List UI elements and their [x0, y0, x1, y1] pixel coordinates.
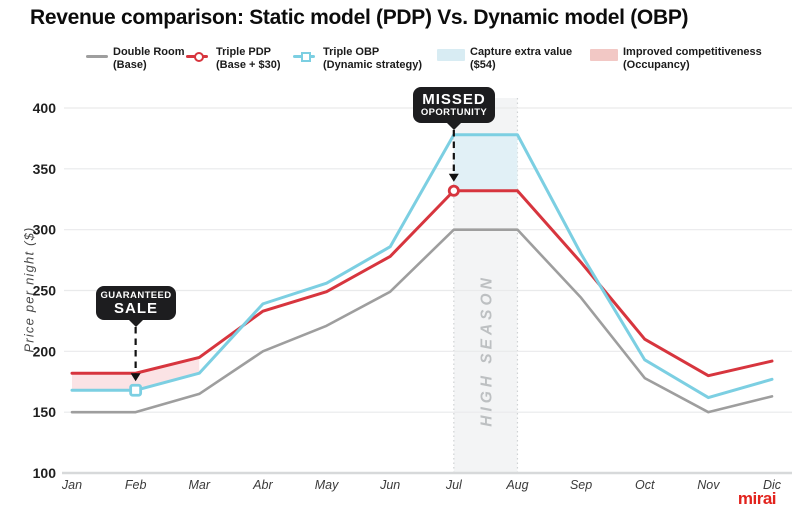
- y-tick-label: 150: [33, 404, 57, 420]
- x-tick-label: Jun: [379, 478, 400, 492]
- square-marker-icon: [301, 51, 311, 62]
- legend-item-triple-obp: Triple OBP (Dynamic strategy): [293, 46, 422, 71]
- x-tick-label: Jan: [61, 478, 82, 492]
- legend-label: Improved competitiveness: [623, 46, 762, 58]
- annotation-text: MISSED: [422, 91, 486, 108]
- annotation-text: SALE: [113, 300, 158, 317]
- x-tick-label: Mar: [189, 478, 211, 492]
- legend-item-double-room: Double Room (Base): [86, 46, 185, 71]
- capture-extra-value-swatch: [437, 49, 465, 61]
- x-tick-label: May: [315, 478, 339, 492]
- x-tick-label: Sep: [570, 478, 592, 492]
- legend-sublabel: (Base): [113, 58, 147, 71]
- legend-label: Triple PDP: [216, 46, 272, 58]
- legend-item-improved-competitiveness: Improved competitiveness (Occupancy): [590, 46, 762, 71]
- annotation-arrowhead-icon: [130, 373, 141, 382]
- series-line-double-room-base: [70, 228, 774, 414]
- legend-sublabel: (Base + $30): [216, 58, 281, 71]
- annotation-text: GUARANTEED: [100, 290, 172, 301]
- y-tick-label: 350: [33, 161, 57, 177]
- circle-marker-icon: [194, 51, 204, 62]
- capture-extra-value-area: [453, 134, 518, 191]
- legend: Double Room (Base) Triple PDP (Base + $3…: [0, 46, 800, 80]
- double-room-line-swatch: [86, 55, 108, 58]
- y-tick-label: 300: [33, 222, 57, 238]
- marker-square-triple-obp-dynamic-strategy: [129, 383, 143, 397]
- legend-label: Triple OBP: [323, 46, 380, 58]
- legend-label: Capture extra value: [470, 46, 573, 58]
- y-tick-label: 100: [33, 465, 57, 481]
- x-tick-label: Dic: [763, 478, 782, 492]
- y-tick-label: 200: [33, 343, 57, 359]
- annotation-guaranteed-sale: GUARANTEED SALE: [96, 286, 176, 327]
- x-tick-label: Jul: [445, 478, 463, 492]
- mirai-logo: mirai: [737, 489, 777, 508]
- annotation-text: OPORTUNITY: [420, 107, 488, 118]
- legend-sublabel: (Occupancy): [623, 58, 690, 71]
- marker-circle-triple-pdp-base-30: [447, 184, 460, 197]
- legend-item-triple-pdp: Triple PDP (Base + $30): [186, 46, 281, 71]
- high-season-label: HIGH SEASON: [479, 274, 496, 427]
- x-tick-label: Abr: [252, 478, 273, 492]
- series-line-triple-pdp-base-30: [70, 189, 774, 378]
- x-tick-label: Oct: [635, 478, 655, 492]
- annotation-missed-oportunity: MISSED OPORTUNITY: [413, 87, 495, 130]
- series-line-triple-obp-dynamic-strategy: [70, 133, 774, 400]
- x-tick-label: Feb: [125, 478, 147, 492]
- improved-competitiveness-swatch: [590, 49, 618, 61]
- x-tick-label: Aug: [505, 478, 528, 492]
- legend-label: Double Room: [113, 46, 185, 58]
- y-tick-label: 250: [33, 283, 57, 299]
- x-tick-label: Nov: [697, 478, 720, 492]
- annotation-arrowhead-icon: [448, 173, 459, 182]
- legend-item-capture-extra-value: Capture extra value ($54): [437, 46, 572, 71]
- y-tick-label: 400: [33, 100, 57, 116]
- legend-sublabel: ($54): [470, 58, 496, 71]
- legend-sublabel: (Dynamic strategy): [323, 58, 423, 71]
- chart-title: Revenue comparison: Static model (PDP) V…: [30, 6, 689, 29]
